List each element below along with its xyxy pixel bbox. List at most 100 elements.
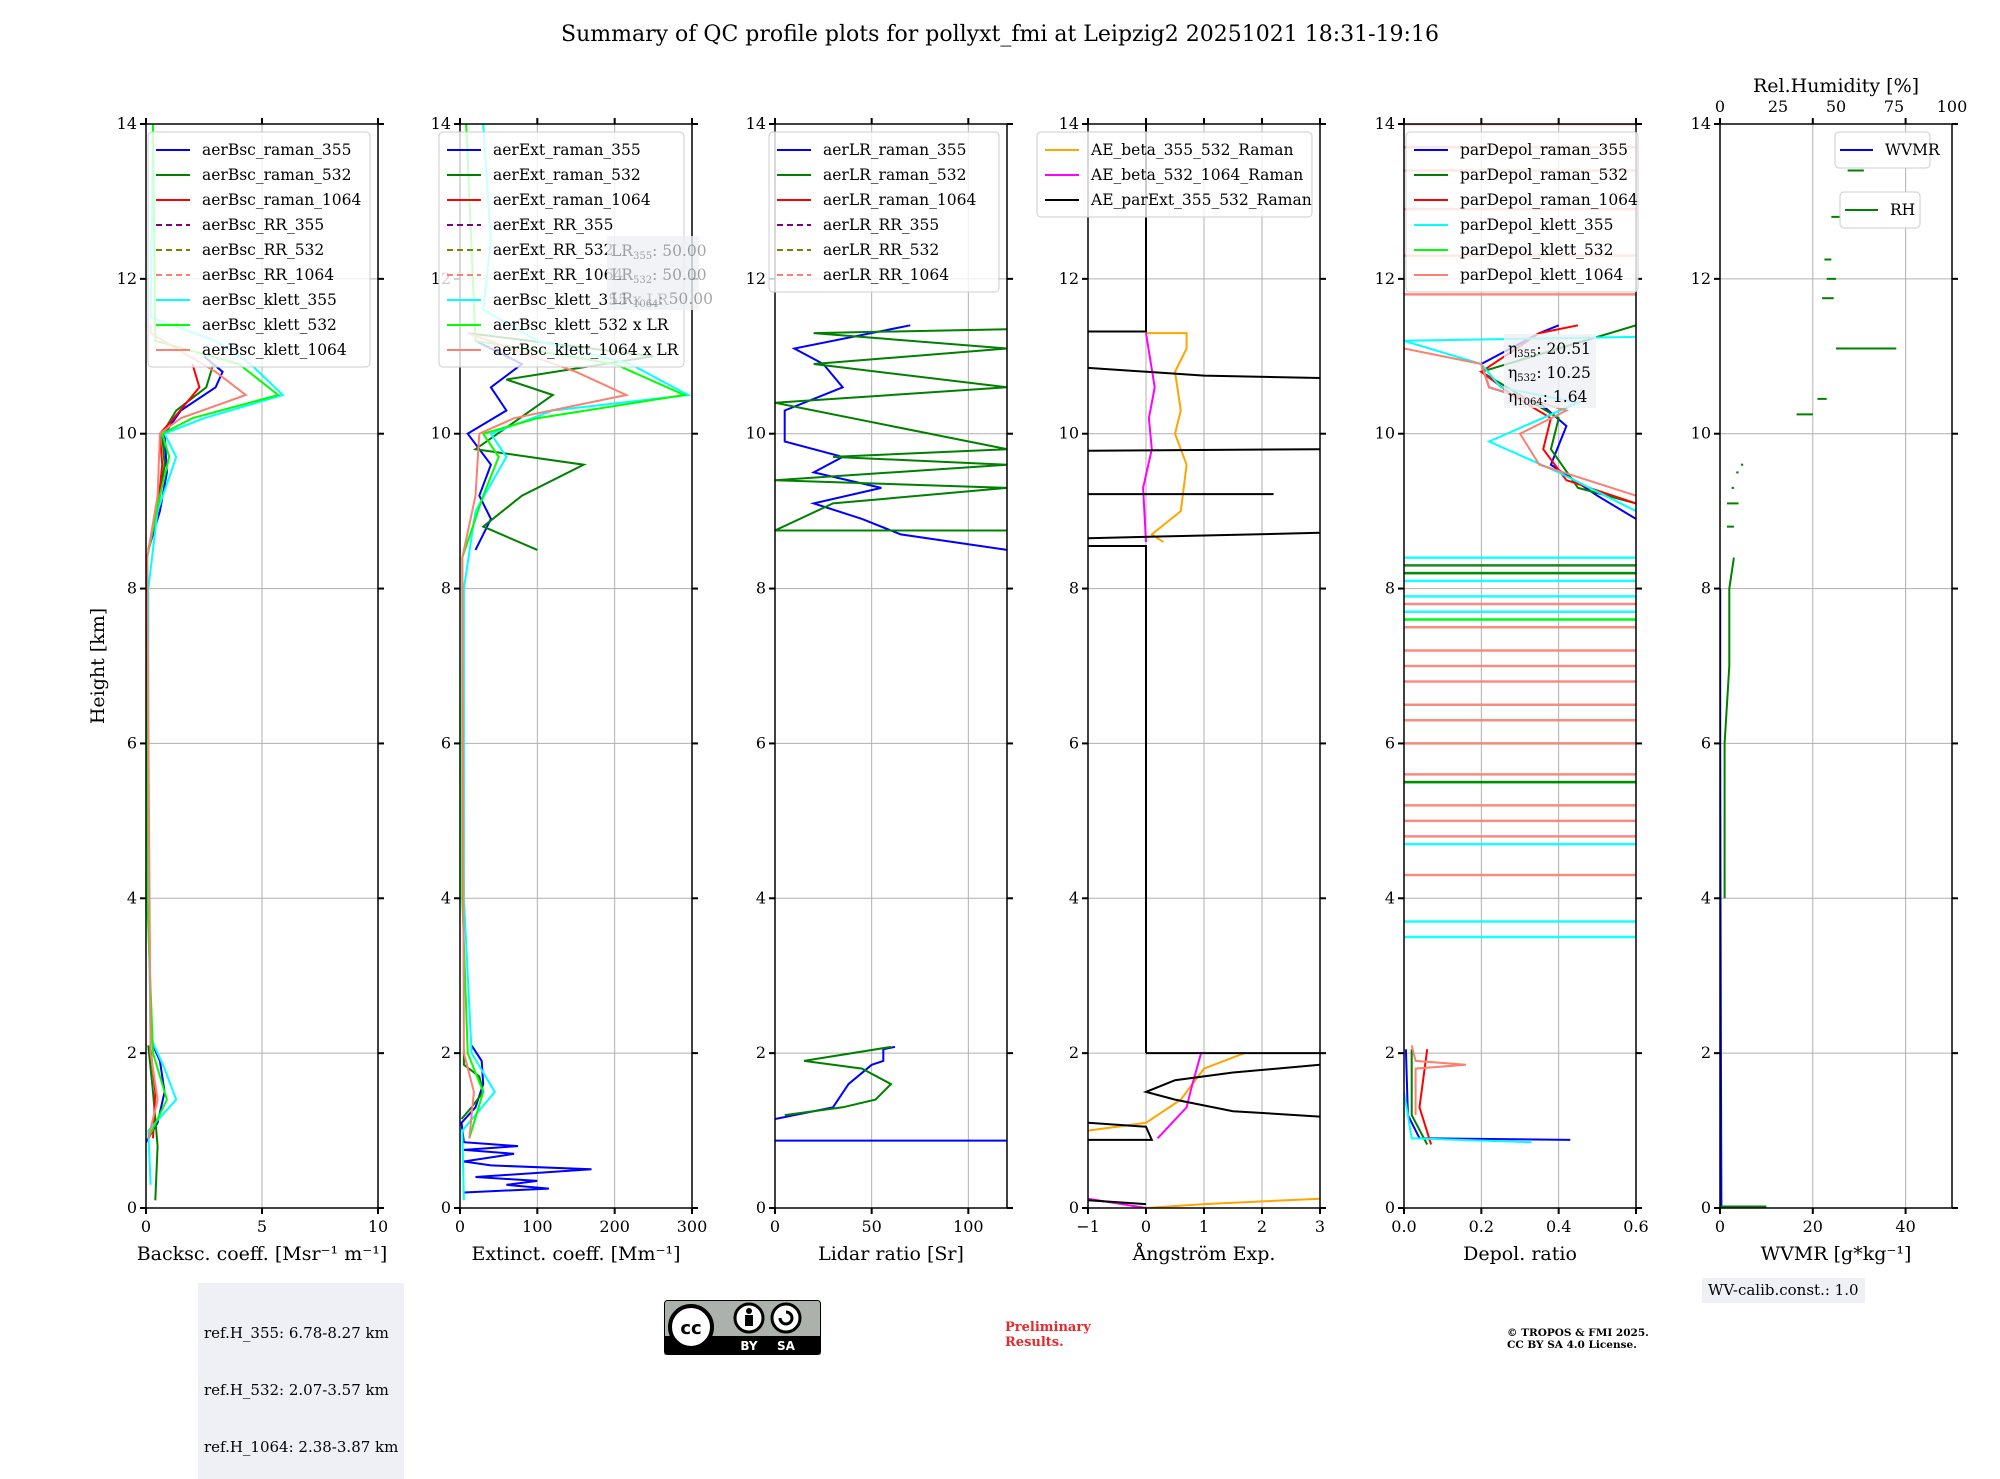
y-tick-label: 8 xyxy=(1069,579,1079,598)
cc-license-badge: cc BY SA xyxy=(664,1300,821,1355)
annotation-box: LR355: 50.00 LR532: 50.00 LR1064: 50.00 xyxy=(607,236,713,310)
series-line-aerLR_raman_355 xyxy=(775,1045,896,1120)
y-tick-label: 2 xyxy=(1385,1043,1395,1062)
legend-item-label: parDepol_klett_1064 xyxy=(1460,266,1623,284)
series-group xyxy=(775,324,1007,1142)
y-tick-label: 4 xyxy=(127,888,137,907)
y-tick-label: 14 xyxy=(117,114,137,133)
ref-height-1064: ref.H_1064: 2.38-3.87 km xyxy=(204,1438,399,1456)
top-x-tick-label: 25 xyxy=(1768,97,1788,116)
legend-item-label: aerLR_raman_355 xyxy=(823,141,966,159)
y-tick-label: 2 xyxy=(756,1043,766,1062)
y-tick-label: 12 xyxy=(746,269,766,288)
x-tick-label: 10 xyxy=(368,1217,388,1236)
legend-box xyxy=(1405,131,1639,293)
x-axis-label: Depol. ratio xyxy=(1463,1243,1577,1265)
x-tick-label: 5 xyxy=(257,1217,267,1236)
y-tick-label: 8 xyxy=(1701,579,1711,598)
legend-item-label: aerBsc_klett_1064 xyxy=(202,341,347,359)
legend-item-label: parDepol_raman_355 xyxy=(1460,141,1628,159)
y-tick-label: 0 xyxy=(756,1198,766,1217)
panel-lidar_ratio: 0 2 4 6 8 10 12 14 0 50 100 Lidar ratio [Sr] aerLR_r… xyxy=(746,114,1013,1265)
series-line-AE_parExt_355_532_Raman xyxy=(1142,1063,1320,1118)
legend-box xyxy=(147,131,371,368)
series-line-aerBsc_klett_1064 x LR xyxy=(461,332,630,1139)
y-tick-label: 14 xyxy=(1059,114,1079,133)
legend-item-label: aerExt_RR_1064 xyxy=(493,266,624,284)
series-line-AE_beta_355_532_Raman xyxy=(1146,332,1188,543)
series-line-AE_parExt_355_532_Raman xyxy=(1088,1199,1147,1206)
by-label: BY xyxy=(740,1339,757,1353)
series-line-aerBsc_raman_355 xyxy=(147,355,224,551)
series-line-parDepol_raman_1064 xyxy=(1418,1049,1433,1145)
y-tick-label: 10 xyxy=(1059,424,1079,443)
legend-item-label: aerBsc_klett_532 x LR xyxy=(493,316,670,334)
legend-item-label: RH xyxy=(1890,201,1915,219)
y-tick-label: 4 xyxy=(1069,888,1079,907)
series-line-AE_parExt_355_532_Raman xyxy=(1088,545,1147,1054)
y-tick-label: 2 xyxy=(1701,1043,1711,1062)
y-tick-label: 8 xyxy=(127,579,137,598)
x-tick-label: 0 xyxy=(1141,1217,1151,1236)
x-tick-label: 40 xyxy=(1895,1217,1915,1236)
legend: parDepol_raman_355 parDepol_raman_532 parD… xyxy=(1405,131,1639,293)
legend-box xyxy=(1036,131,1313,218)
legend-item-label: aerExt_RR_532 xyxy=(493,241,614,259)
figure-title: Summary of QC profile plots for pollyxt_… xyxy=(561,22,1439,47)
legend-item-label: aerExt_raman_355 xyxy=(493,141,641,159)
y-tick-label: 0 xyxy=(127,1198,137,1217)
series-line-aerBsc_raman_532 xyxy=(147,1045,159,1201)
legend-item-label: aerBsc_RR_355 xyxy=(202,216,324,234)
y-tick-label: 14 xyxy=(1691,114,1711,133)
series-line-aerLR_raman_355 xyxy=(783,324,1007,551)
y-tick-label: 6 xyxy=(1701,733,1711,752)
series-line-parDepol_klett_1064 xyxy=(1410,1045,1466,1116)
x-tick-label: 0.6 xyxy=(1623,1217,1648,1236)
y-tick-label: 12 xyxy=(1375,269,1395,288)
y-tick-label: 14 xyxy=(746,114,766,133)
x-tick-label: 2 xyxy=(1257,1217,1267,1236)
annotation-line: LR1064: 50.00 xyxy=(611,290,713,310)
series-line-AE_parExt_355_532_Raman xyxy=(1088,1121,1154,1141)
y-tick-label: 10 xyxy=(1691,424,1711,443)
x-tick-label: 0 xyxy=(770,1217,780,1236)
x-tick-label: 1 xyxy=(1199,1217,1209,1236)
legend-item-label: aerLR_RR_532 xyxy=(823,241,939,259)
top-x-tick-label: 75 xyxy=(1884,97,1904,116)
legend-item-label: aerBsc_raman_1064 xyxy=(202,191,362,209)
series-group xyxy=(1720,169,1897,1208)
axes-frame xyxy=(1403,123,1637,1209)
legend-item-label: aerLR_RR_1064 xyxy=(823,266,949,284)
axes-frame xyxy=(1087,123,1321,1209)
x-axis-label: Backsc. coeff. [Msr⁻¹ m⁻¹] xyxy=(137,1243,388,1265)
y-tick-label: 0 xyxy=(441,1198,451,1217)
legend-item-label: aerBsc_klett_355 xyxy=(202,291,337,309)
legend-item-label: parDepol_klett_355 xyxy=(1460,216,1613,234)
annotation-box: η355: 20.51 η532: 10.25 η1064: 1.64 xyxy=(1504,334,1596,408)
x-tick-label: 3 xyxy=(1315,1217,1325,1236)
panel-backscatter: 0 2 4 6 8 10 12 14 0 5 10 Backsc. coeff. [Msr⁻¹ m⁻¹… xyxy=(117,114,389,1265)
legend: aerLR_raman_355 aerLR_raman_532 aerLR_rama… xyxy=(768,131,1000,293)
series-line-RH xyxy=(1723,557,1735,899)
series-line-AE_beta_355_532_Raman xyxy=(1145,1197,1320,1208)
y-tick-label: 8 xyxy=(756,579,766,598)
legend-item-label: aerBsc_klett_1064 x LR xyxy=(493,341,680,359)
series-line-parDepol_klett_1064 xyxy=(1404,347,1636,497)
top-x-axis-label: Rel.Humidity [%] xyxy=(1753,75,1919,97)
sa-label: SA xyxy=(777,1339,796,1353)
x-tick-label: 300 xyxy=(677,1217,708,1236)
series-line-parDepol_klett_355 xyxy=(1404,1091,1532,1144)
legend-item-label: aerLR_raman_532 xyxy=(823,166,966,184)
legend-item-label: aerBsc_raman_355 xyxy=(202,141,352,159)
annotation-line: LR355: 50.00 xyxy=(611,242,707,262)
x-tick-label: 50 xyxy=(861,1217,881,1236)
x-tick-label: −1 xyxy=(1076,1217,1100,1236)
x-tick-label: 20 xyxy=(1803,1217,1823,1236)
y-tick-label: 6 xyxy=(1385,733,1395,752)
legend-rh: RH xyxy=(1839,191,1921,229)
wv-calibration-box: WV-calib.const.: 1.0 xyxy=(1702,1278,1865,1303)
x-axis-label: Extinct. coeff. [Mm⁻¹] xyxy=(471,1243,680,1265)
x-axis-label: WVMR [g*kg⁻¹] xyxy=(1761,1243,1912,1265)
cc-icon xyxy=(668,1304,714,1350)
